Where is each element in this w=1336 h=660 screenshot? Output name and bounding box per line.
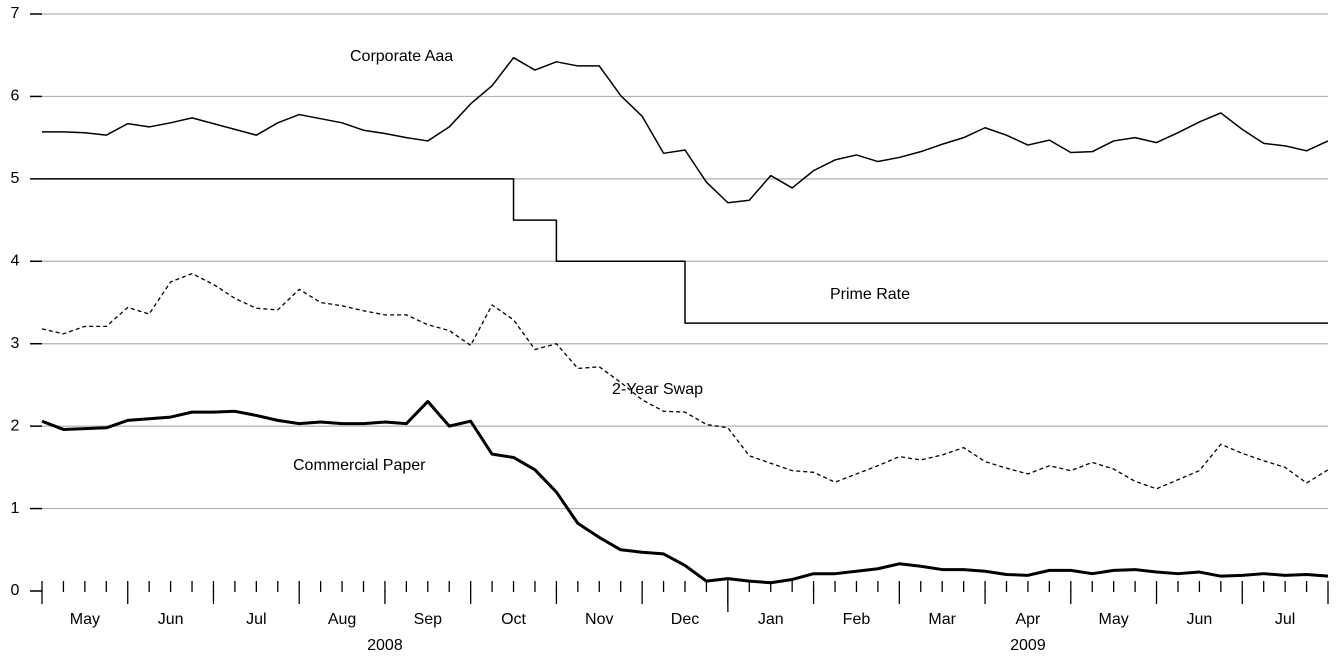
series-label: Commercial Paper	[293, 457, 426, 474]
x-tick-label: May	[70, 611, 100, 628]
x-tick-label: Jun	[158, 611, 184, 628]
x-tick-label: Aug	[328, 611, 356, 628]
year-label: 2008	[367, 637, 403, 654]
x-tick-label: Dec	[671, 611, 699, 628]
series-label: 2-Year Swap	[612, 381, 703, 398]
series-line	[42, 56, 1329, 204]
series-line	[42, 178, 1328, 324]
year-label: 2009	[1010, 637, 1046, 654]
series-label: Prime Rate	[830, 286, 910, 303]
x-tick-label: Apr	[1015, 611, 1041, 628]
y-tick-label: 2	[11, 417, 20, 434]
x-tick-label: Feb	[843, 611, 871, 628]
x-tick-label: Jul	[246, 611, 266, 628]
series-line	[41, 399, 1329, 585]
x-tick-label: Jun	[1187, 611, 1213, 628]
x-tick-label: Oct	[501, 611, 526, 628]
y-tick-label: 5	[11, 170, 20, 187]
y-tick-label: 3	[11, 335, 20, 352]
x-tick-label: Jul	[1275, 611, 1295, 628]
x-tick-label: May	[1099, 611, 1129, 628]
x-tick-label: Mar	[928, 611, 956, 628]
y-tick-label: 4	[11, 253, 20, 270]
series-label: Corporate Aaa	[350, 48, 453, 65]
y-tick-label: 7	[11, 5, 20, 22]
y-tick-label: 0	[11, 582, 20, 599]
x-tick-label: Jan	[758, 611, 784, 628]
x-tick-label: Sep	[414, 611, 443, 628]
x-tick-label: Nov	[585, 611, 613, 628]
y-tick-label: 1	[11, 500, 20, 517]
y-tick-label: 6	[11, 88, 20, 105]
series-line	[41, 273, 1329, 490]
